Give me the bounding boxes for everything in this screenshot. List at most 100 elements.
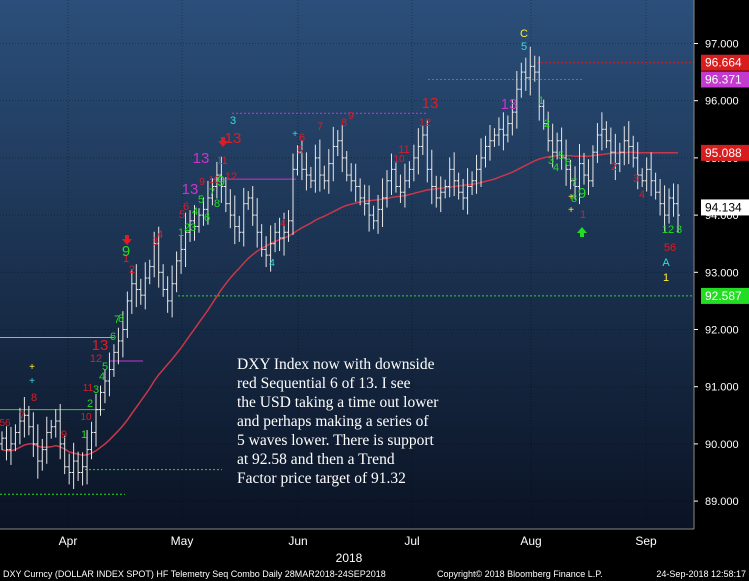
sequential-count: 4 — [192, 206, 198, 218]
price-bar — [26, 405, 31, 436]
price-bar — [519, 62, 524, 98]
price-label: 96.664 — [701, 54, 749, 71]
price-bar — [622, 126, 627, 166]
price-bar — [156, 226, 161, 288]
sequential-count: 8 — [341, 117, 347, 129]
price-label-text: 92.587 — [705, 289, 742, 303]
price-bar — [398, 174, 403, 203]
sequential-count: 10 — [393, 154, 405, 165]
price-bar — [514, 70, 519, 129]
sequential-count: 8 — [571, 193, 577, 205]
price-bar — [282, 212, 287, 256]
price-bar — [349, 163, 354, 192]
price-label-box — [701, 71, 749, 88]
price-bar — [653, 172, 658, 200]
sequential-count: 1 — [538, 95, 544, 107]
y-tick-label: 97.000 — [705, 39, 739, 51]
price-bar — [541, 99, 546, 130]
price-bar — [510, 98, 515, 136]
price-bar — [461, 179, 466, 210]
price-bar — [573, 166, 578, 200]
price-bar — [246, 191, 251, 210]
price-bar — [308, 166, 313, 189]
price-bar — [250, 185, 255, 226]
plot-background — [0, 0, 694, 529]
price-bar — [658, 179, 663, 216]
price-bar — [192, 205, 197, 241]
price-bar — [299, 140, 304, 181]
price-bar — [317, 139, 322, 192]
price-bar — [595, 123, 600, 163]
sequential-count: 11 — [216, 155, 227, 167]
price-bar — [120, 311, 125, 358]
footer-description: DXY Curncy (DOLLAR INDEX SPOT) HF Teleme… — [3, 569, 386, 579]
sequential-count: 7 — [571, 177, 577, 189]
sequential-count: 12 — [225, 171, 237, 183]
price-bar — [344, 151, 349, 182]
sequential-count: 13 — [92, 337, 109, 354]
sequential-count: 9 — [348, 111, 354, 122]
x-tick-label: Jul — [404, 534, 419, 548]
price-label-box — [701, 287, 749, 304]
price-bar — [586, 159, 591, 195]
sequential-count: 13 — [501, 96, 518, 113]
price-bar — [268, 225, 273, 272]
price-bar — [116, 327, 121, 365]
price-bar — [183, 212, 188, 268]
price-bar — [62, 435, 67, 475]
price-bar — [443, 179, 448, 199]
arrow-down-icon — [218, 137, 228, 147]
sequential-count: 7 — [19, 410, 25, 422]
sequential-count: 1 — [81, 429, 87, 441]
price-bar — [219, 156, 224, 203]
price-bar — [264, 236, 269, 268]
price-bar — [35, 424, 40, 479]
y-tick-label: 96.000 — [705, 96, 739, 108]
sequential-count: 4 — [269, 258, 275, 269]
x-tick-label: Apr — [59, 534, 78, 548]
price-bar — [367, 185, 372, 232]
arrow-up-icon — [577, 227, 587, 237]
price-label-box — [701, 54, 749, 71]
price-label-text: 94.134 — [705, 200, 742, 214]
price-bar — [196, 208, 201, 233]
price-bar — [143, 262, 148, 310]
price-labels: 96.664 96.371 95.088 94.134 92.587 — [701, 54, 749, 304]
price-bar — [152, 231, 157, 278]
price-bar — [456, 172, 461, 200]
commentary-line: the USD taking a time out lower — [237, 394, 439, 411]
x-axis: 2018 Apr May Jun Jul Aug Sep — [0, 528, 694, 565]
price-bar — [295, 145, 300, 176]
price-bar — [174, 251, 179, 293]
price-bar — [111, 344, 116, 377]
sequential-count: 7 — [114, 314, 120, 326]
sequential-count: 13 — [193, 150, 210, 167]
price-bar — [380, 178, 385, 227]
price-bar — [313, 144, 318, 193]
price-bar — [241, 187, 246, 247]
commentary-line: Factor price target of 91.32 — [237, 470, 406, 487]
price-bar — [4, 426, 9, 461]
commentary-line: red Sequential 6 of 13. I see — [237, 375, 411, 392]
sequential-count: 1 — [123, 253, 129, 265]
price-bar — [8, 426, 13, 465]
sequential-count: 4 — [99, 371, 105, 383]
price-bar — [604, 121, 609, 149]
y-tick-label: 91.000 — [705, 382, 739, 394]
price-bar — [134, 264, 139, 308]
price-bar — [376, 194, 381, 234]
sequential-count: 3 — [676, 224, 682, 236]
sequential-count: 4 — [157, 229, 163, 241]
price-bar — [550, 123, 555, 168]
price-bar — [389, 153, 394, 195]
commentary-line: DXY Index now with downside — [237, 356, 435, 373]
analyst-commentary: DXY Index now with downside red Sequenti… — [237, 355, 487, 488]
price-bar — [479, 138, 484, 187]
sequential-count: 5 — [297, 145, 303, 157]
price-bar — [170, 265, 175, 318]
price-bar — [331, 126, 336, 182]
price-bar — [523, 57, 528, 91]
sequential-count: 9 — [217, 173, 225, 190]
price-bar — [353, 163, 358, 202]
sequential-count: 12 — [662, 224, 674, 236]
